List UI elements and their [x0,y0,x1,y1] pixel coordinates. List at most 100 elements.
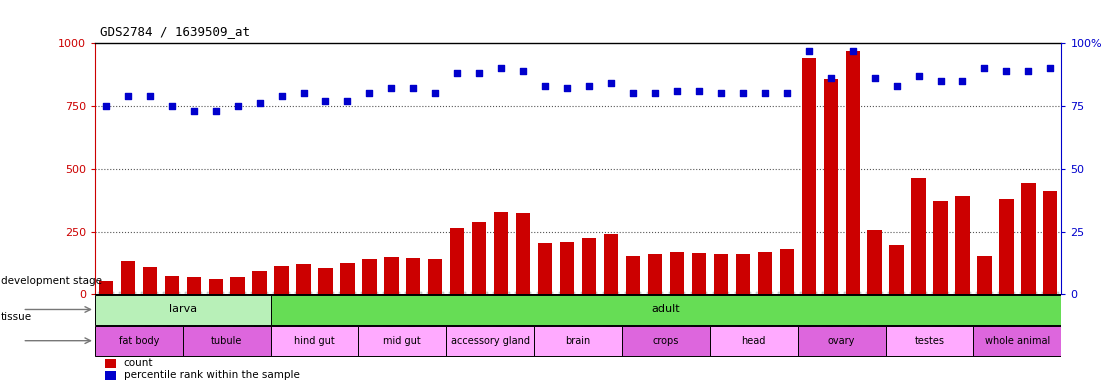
Point [800,48,818,54]
Bar [117,43,138,295]
Bar [227,43,249,295]
Point [317,98,335,104]
Bar [952,43,973,295]
Bar [186,277,201,295]
Point [251,100,269,106]
Point [910,73,927,79]
Bar [753,43,776,295]
Text: percentile rank within the sample: percentile rank within the sample [124,370,300,380]
Bar [494,212,509,295]
FancyBboxPatch shape [710,326,798,356]
Point [580,83,598,89]
Bar [249,43,270,295]
Point [229,103,247,109]
Bar [270,43,292,295]
FancyBboxPatch shape [973,326,1061,356]
Bar [252,271,267,295]
Point [141,93,158,99]
Bar [105,371,116,380]
Bar [490,43,512,295]
FancyBboxPatch shape [622,326,710,356]
Point [690,88,708,94]
Point [163,103,181,109]
Bar [978,255,992,295]
Bar [98,281,113,295]
FancyBboxPatch shape [270,326,358,356]
Bar [687,43,710,295]
Bar [315,43,337,295]
Point [887,83,905,89]
Bar [121,260,135,295]
Point [97,103,115,109]
Bar [95,43,117,295]
Bar [450,228,464,295]
Bar [912,177,925,295]
Bar [776,43,798,295]
Text: GDS2784 / 1639509_at: GDS2784 / 1639509_at [100,25,250,38]
Point [119,93,137,99]
Bar [292,43,315,295]
Point [272,93,290,99]
Bar [626,255,641,295]
Bar [973,43,995,295]
Bar [512,43,535,295]
Point [712,90,730,96]
Bar [164,276,179,295]
Bar [1039,43,1061,295]
Point [558,85,576,91]
Bar [841,43,864,295]
Bar [138,43,161,295]
Bar [604,234,618,295]
Bar [429,259,442,295]
Bar [732,43,753,295]
Point [975,65,993,71]
Bar [161,43,183,295]
Bar [538,243,552,295]
FancyBboxPatch shape [886,326,973,356]
FancyBboxPatch shape [95,326,183,356]
Bar [384,257,398,295]
Bar [999,199,1013,295]
Bar [600,43,622,295]
Text: development stage: development stage [1,276,103,286]
Bar [867,230,882,295]
Bar [644,43,666,295]
Point [536,83,554,89]
Bar [889,245,904,295]
Bar [886,43,907,295]
Bar [670,252,684,295]
Text: brain: brain [566,336,590,346]
Point [1019,68,1037,74]
Text: tubule: tubule [211,336,242,346]
Text: count: count [124,359,153,369]
Text: testes: testes [914,336,944,346]
Bar [143,267,157,295]
Text: mid gut: mid gut [384,336,421,346]
Bar [758,252,772,295]
Text: whole animal: whole animal [984,336,1050,346]
Point [603,80,620,86]
Point [470,70,488,76]
Point [492,65,510,71]
Text: crops: crops [653,336,680,346]
FancyBboxPatch shape [535,326,622,356]
Point [866,75,884,81]
Bar [275,266,289,295]
Bar [556,43,578,295]
Bar [403,43,424,295]
Bar [907,43,930,295]
Point [404,85,422,91]
Bar [714,254,728,295]
Bar [955,196,970,295]
Bar [363,259,376,295]
Point [998,68,1016,74]
Text: accessory gland: accessory gland [451,336,530,346]
Point [338,98,356,104]
Point [514,68,532,74]
Point [1041,65,1059,71]
FancyBboxPatch shape [183,326,270,356]
Bar [231,277,244,295]
Bar [105,359,116,368]
Bar [780,249,793,295]
Bar [318,268,333,295]
